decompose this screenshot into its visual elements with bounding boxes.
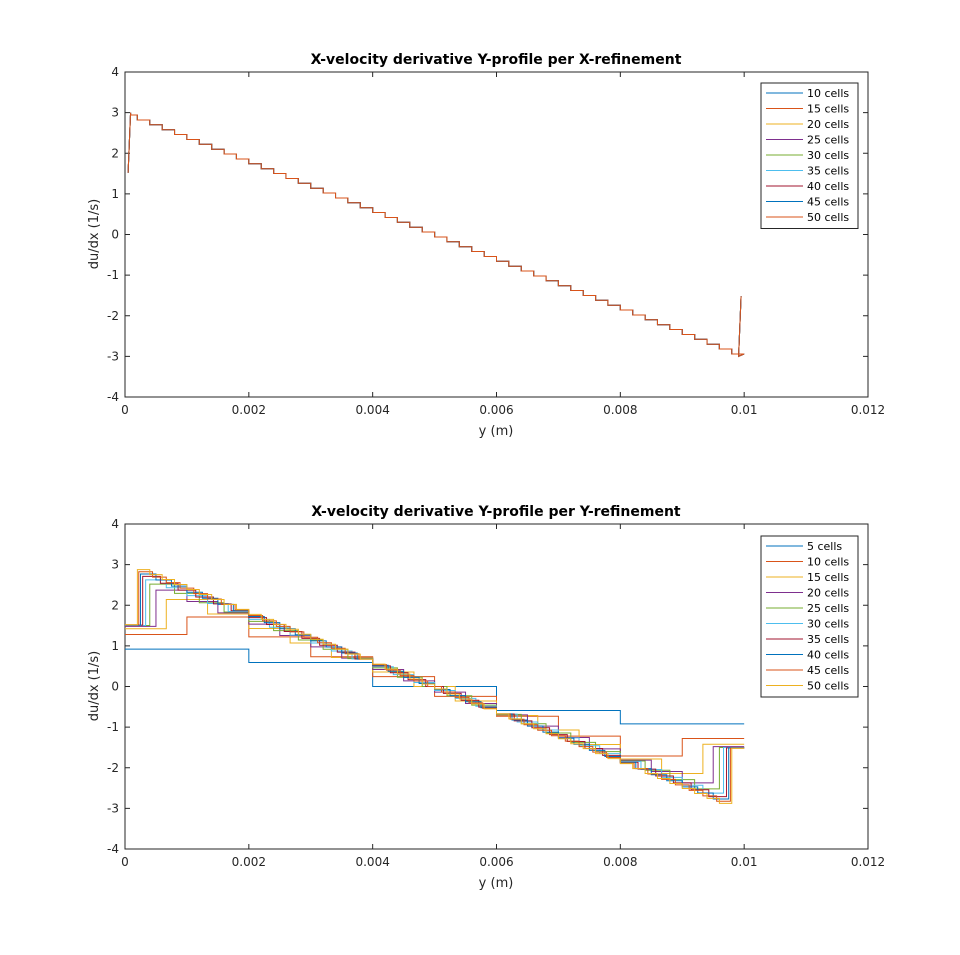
top-plot-ticks: 0 0.002 0.004 0.006 0.008 0.01 0.012 -4 -3 -2 -1 0 1…: [107, 65, 885, 417]
y-tick-label: -4: [107, 390, 119, 404]
bottom-plot-x-axis-label: y (m): [479, 876, 514, 891]
y-tick-label: -4: [107, 842, 119, 856]
legend-label: 15 cells: [807, 103, 849, 116]
legend-label: 15 cells: [807, 571, 849, 584]
legend-label: 40 cells: [807, 180, 849, 193]
y-tick-label: -2: [107, 761, 119, 775]
x-tick-label: 0.006: [479, 855, 513, 869]
y-tick-label: 1: [111, 187, 119, 201]
legend-label: 45 cells: [807, 664, 849, 677]
legend-label: 45 cells: [807, 196, 849, 209]
bottom-plot: X-velocity derivative Y-profile per Y-re…: [87, 504, 885, 891]
legend-label: 10 cells: [807, 556, 849, 569]
x-tick-label: 0.012: [851, 855, 885, 869]
bottom-plot-ticks: 0 0.002 0.004 0.006 0.008 0.01 0.012 -4 -3 -2 -1 0 1…: [107, 517, 885, 869]
y-tick-label: -1: [107, 268, 119, 282]
bottom-plot-y-axis-label: du/dx (1/s): [87, 651, 102, 722]
x-tick-label: 0.008: [603, 403, 637, 417]
x-tick-label: 0.002: [232, 855, 266, 869]
legend-label: 40 cells: [807, 649, 849, 662]
series-line: [127, 112, 745, 358]
legend-label: 50 cells: [807, 211, 849, 224]
top-plot-title: X-velocity derivative Y-profile per X-re…: [311, 52, 682, 68]
top-plot-y-axis-label: du/dx (1/s): [87, 199, 102, 270]
y-tick-label: 4: [111, 517, 119, 531]
x-tick-label: 0.004: [355, 403, 389, 417]
y-tick-label: -1: [107, 720, 119, 734]
y-tick-label: 2: [111, 146, 119, 160]
x-tick-label: 0.006: [479, 403, 513, 417]
bottom-plot-title: X-velocity derivative Y-profile per Y-re…: [311, 504, 681, 520]
x-tick-label: 0.01: [731, 403, 758, 417]
x-tick-label: 0.01: [731, 855, 758, 869]
legend-label: 10 cells: [807, 87, 849, 100]
legend-label: 25 cells: [807, 602, 849, 615]
y-tick-label: 3: [111, 106, 119, 120]
legend-label: 50 cells: [807, 680, 849, 693]
legend-box: [760, 82, 859, 229]
legend-label: 20 cells: [807, 587, 849, 600]
x-tick-label: 0.004: [355, 855, 389, 869]
legend-label: 35 cells: [807, 165, 849, 178]
bottom-plot-series: [125, 569, 745, 804]
legend-label: 5 cells: [807, 540, 842, 553]
legend-label: 30 cells: [807, 618, 849, 631]
y-tick-label: 0: [111, 680, 119, 694]
bottom-plot-legend: 5 cells 10 cells 15 cells 20 cells 25 cells 3…: [760, 535, 859, 698]
y-tick-label: 1: [111, 639, 119, 653]
y-tick-label: -3: [107, 349, 119, 363]
series-line: [125, 569, 745, 804]
y-tick-label: 4: [111, 65, 119, 79]
top-plot-axes-box: [124, 71, 869, 398]
y-tick-label: -3: [107, 801, 119, 815]
y-tick-label: -2: [107, 309, 119, 323]
legend-label: 35 cells: [807, 633, 849, 646]
x-tick-label: 0.008: [603, 855, 637, 869]
y-tick-label: 0: [111, 228, 119, 242]
y-tick-label: 2: [111, 598, 119, 612]
x-tick-label: 0: [121, 403, 129, 417]
legend-label: 30 cells: [807, 149, 849, 162]
legend-label: 20 cells: [807, 118, 849, 131]
top-plot-x-axis-label: y (m): [479, 424, 514, 439]
top-plot-legend: 10 cells 15 cells 20 cells 25 cells 30 cells…: [760, 82, 859, 229]
y-tick-label: 3: [111, 558, 119, 572]
top-plot: X-velocity derivative Y-profile per X-re…: [87, 52, 885, 439]
legend-label: 25 cells: [807, 134, 849, 147]
x-tick-label: 0.002: [232, 403, 266, 417]
x-tick-label: 0.012: [851, 403, 885, 417]
x-tick-label: 0: [121, 855, 129, 869]
top-plot-series: [127, 112, 745, 358]
legend-box: [760, 535, 859, 698]
